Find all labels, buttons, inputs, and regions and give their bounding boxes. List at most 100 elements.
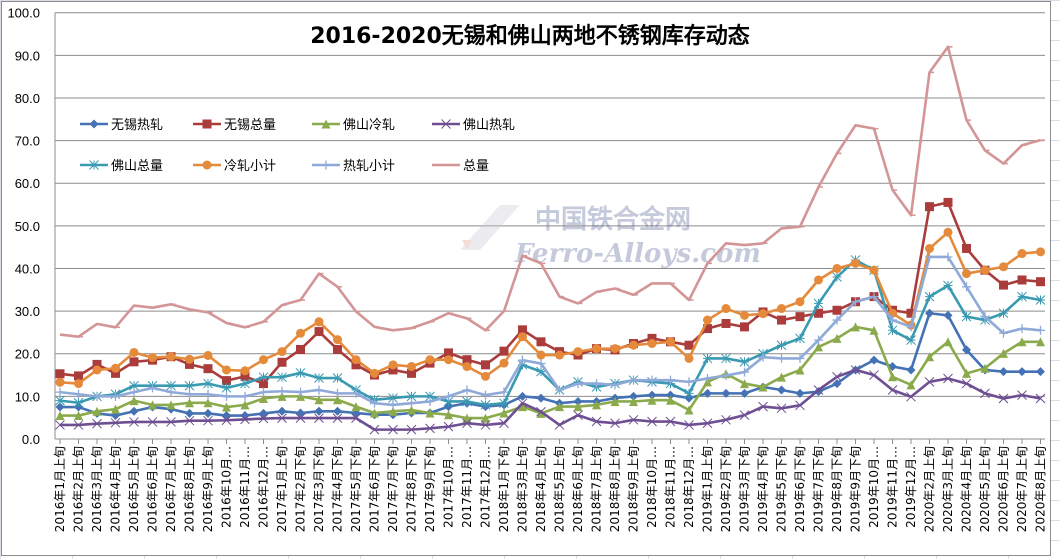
data-point bbox=[481, 413, 490, 423]
data-point bbox=[573, 396, 583, 406]
data-point bbox=[610, 396, 620, 406]
data-point bbox=[351, 413, 361, 423]
data-point bbox=[832, 263, 842, 273]
x-tick-label: 2016年10月… bbox=[220, 446, 234, 528]
data-point bbox=[148, 400, 157, 410]
x-tick-label: 2019年7月下旬 bbox=[812, 446, 826, 532]
legend-label: 佛山冷轧 bbox=[343, 118, 396, 133]
data-point bbox=[555, 402, 564, 412]
data-point bbox=[406, 424, 417, 435]
data-point bbox=[573, 347, 583, 357]
data-point bbox=[998, 393, 1009, 404]
data-point bbox=[259, 355, 268, 365]
data-point bbox=[296, 344, 305, 354]
x-tick-label: 2016年3月上旬 bbox=[90, 446, 104, 532]
data-point bbox=[314, 385, 324, 395]
data-point bbox=[1036, 325, 1045, 335]
x-tick-label: 2018年3月上旬 bbox=[516, 446, 530, 532]
data-point bbox=[647, 416, 657, 427]
data-point bbox=[462, 396, 472, 407]
data-point bbox=[758, 352, 768, 362]
x-tick-label: 2020年2月上旬 bbox=[923, 446, 937, 532]
data-point bbox=[388, 393, 398, 403]
data-point bbox=[832, 379, 842, 389]
data-point bbox=[555, 350, 564, 360]
data-point bbox=[536, 393, 546, 403]
data-point bbox=[869, 265, 879, 275]
data-point bbox=[203, 350, 213, 360]
data-point bbox=[333, 335, 342, 345]
data-point bbox=[832, 315, 842, 325]
data-point bbox=[703, 315, 712, 325]
data-point bbox=[629, 396, 638, 406]
data-point bbox=[832, 333, 842, 343]
legend-label: 冷轧小计 bbox=[224, 159, 277, 174]
x-tick-label: 2019年11月… bbox=[886, 446, 900, 528]
data-point bbox=[814, 308, 823, 318]
data-point bbox=[1017, 337, 1027, 347]
data-point bbox=[1017, 390, 1027, 400]
data-point bbox=[869, 355, 879, 365]
data-point bbox=[480, 400, 491, 410]
data-point bbox=[258, 372, 269, 383]
data-point bbox=[943, 227, 953, 237]
data-point bbox=[222, 402, 231, 412]
data-point bbox=[813, 385, 824, 395]
x-tick-label: 2017年1月上旬 bbox=[275, 446, 289, 532]
chart-title: 2016-2020无锡和佛山两地不锈钢库存动态 bbox=[310, 24, 750, 49]
data-point bbox=[999, 348, 1008, 358]
data-point bbox=[702, 353, 713, 364]
data-point bbox=[111, 368, 120, 378]
data-point bbox=[777, 315, 786, 325]
data-point bbox=[259, 394, 268, 404]
data-point bbox=[462, 385, 472, 395]
x-tick-label: 2019年8月下旬 bbox=[830, 446, 844, 532]
x-tick-label: 2017年12月… bbox=[479, 446, 493, 528]
x-tick-label: 2018年1月下旬 bbox=[497, 446, 511, 532]
data-point bbox=[388, 360, 398, 370]
data-point bbox=[351, 360, 361, 370]
data-point bbox=[388, 424, 398, 435]
data-point bbox=[721, 370, 731, 380]
legend-item: 佛山总量 bbox=[80, 155, 163, 174]
data-point bbox=[980, 312, 990, 322]
data-point bbox=[499, 398, 509, 409]
data-point bbox=[166, 352, 176, 362]
data-point bbox=[647, 339, 657, 349]
data-point bbox=[684, 388, 694, 399]
data-point bbox=[184, 415, 195, 426]
x-tick-label: 2019年6月下旬 bbox=[793, 446, 807, 532]
data-point bbox=[943, 337, 953, 347]
data-point bbox=[203, 398, 213, 408]
data-point bbox=[629, 375, 638, 385]
data-point bbox=[999, 367, 1008, 377]
data-point bbox=[758, 382, 768, 392]
data-point bbox=[314, 413, 324, 423]
data-point bbox=[388, 365, 398, 375]
data-point bbox=[647, 395, 657, 405]
data-point bbox=[351, 388, 361, 398]
data-point bbox=[166, 380, 176, 391]
data-point bbox=[73, 397, 84, 408]
data-point bbox=[295, 368, 306, 378]
data-point bbox=[610, 418, 620, 429]
series-line bbox=[60, 325, 1041, 420]
data-point bbox=[832, 305, 842, 315]
data-point bbox=[795, 400, 805, 411]
data-point bbox=[518, 402, 527, 412]
data-point bbox=[277, 406, 287, 416]
x-tick-label: 2016年11月… bbox=[238, 446, 252, 528]
x-tick-label: 2019年5月下旬 bbox=[775, 446, 789, 532]
y-tick-label: 50.0 bbox=[15, 219, 40, 234]
data-point bbox=[296, 328, 305, 338]
data-point bbox=[962, 269, 971, 279]
x-tick-label: 2018年6月上旬 bbox=[571, 446, 585, 532]
data-point bbox=[92, 418, 102, 429]
data-point bbox=[592, 400, 601, 410]
x-tick-label: 2017年3月下旬 bbox=[312, 446, 326, 532]
data-point bbox=[888, 372, 897, 382]
x-tick-label: 2018年7月上旬 bbox=[590, 446, 604, 532]
legend-label: 热轧小计 bbox=[343, 159, 396, 174]
data-point bbox=[906, 365, 916, 375]
